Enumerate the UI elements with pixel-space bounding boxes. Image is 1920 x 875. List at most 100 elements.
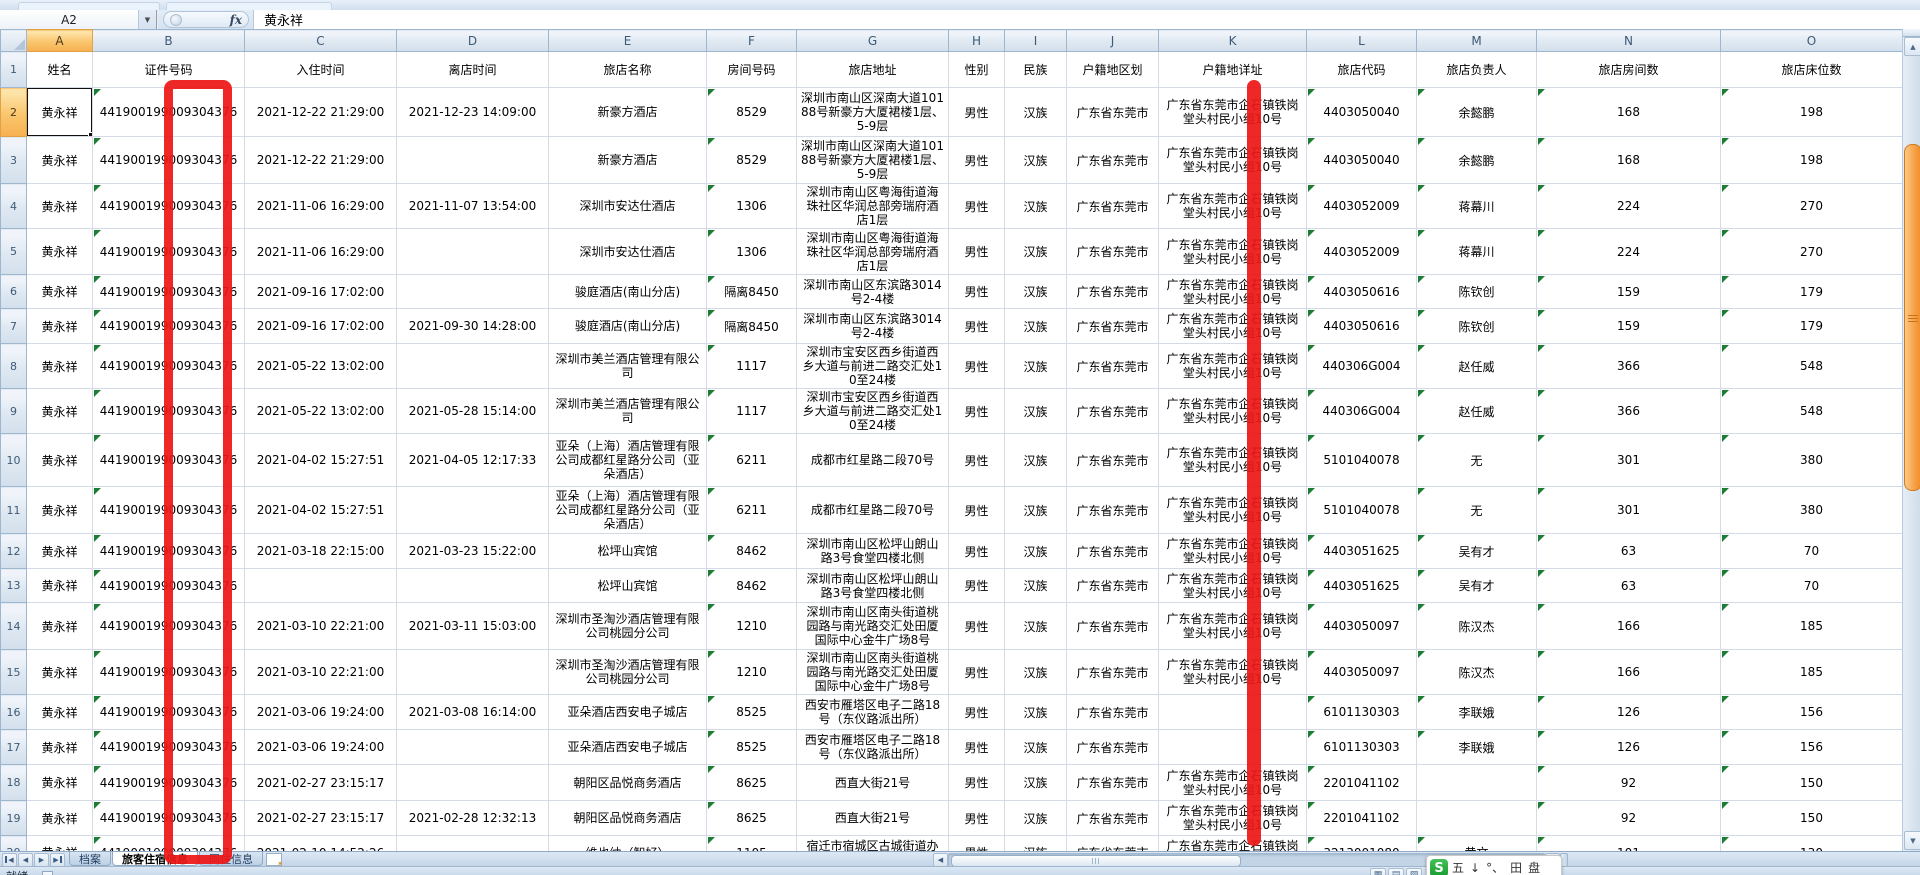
cell-K10[interactable]: 广东省东莞市企石镇铁岗堂头村民小组10号 — [1158, 433, 1307, 487]
cell-K5[interactable]: 广东省东莞市企石镇铁岗堂头村民小组10号 — [1158, 228, 1307, 275]
cell-J20[interactable]: 广东省东莞市 — [1066, 835, 1159, 851]
fill-handle[interactable] — [88, 132, 92, 136]
cell-F11[interactable]: 6211 — [706, 486, 797, 534]
cell-B8[interactable]: 441900199009304376 — [92, 343, 245, 389]
cell-J8[interactable]: 广东省东莞市 — [1066, 343, 1159, 389]
cell-G1[interactable]: 旅店地址 — [796, 51, 949, 88]
first-sheet-button[interactable]: ◀ — [2, 852, 17, 867]
cell-K20[interactable]: 广东省东莞市企石镇铁岗堂头村民小组10号 — [1158, 835, 1307, 851]
cell-J3[interactable]: 广东省东莞市 — [1066, 136, 1159, 184]
cell-G16[interactable]: 西安市雁塔区电子二路18号（东仪路派出所） — [796, 694, 949, 730]
cell-M12[interactable]: 吴有才 — [1416, 533, 1537, 569]
cell-N4[interactable]: 224 — [1536, 183, 1721, 229]
cell-N15[interactable]: 166 — [1536, 649, 1721, 695]
cell-D1[interactable]: 离店时间 — [396, 51, 549, 88]
wubi-mode-icon[interactable]: 五 — [1452, 861, 1465, 875]
cell-A8[interactable]: 黄永祥 — [26, 343, 93, 389]
row-header-7[interactable]: 7 — [0, 308, 27, 344]
cell-C17[interactable]: 2021-03-06 19:24:00 — [244, 729, 397, 765]
cell-M14[interactable]: 陈汉杰 — [1416, 602, 1537, 650]
cell-O14[interactable]: 185 — [1720, 602, 1902, 650]
cell-K3[interactable]: 广东省东莞市企石镇铁岗堂头村民小组10号 — [1158, 136, 1307, 184]
cell-H11[interactable]: 男性 — [948, 486, 1005, 534]
cell-C16[interactable]: 2021-03-06 19:24:00 — [244, 694, 397, 730]
cell-M2[interactable]: 余懿鹏 — [1416, 87, 1537, 137]
cell-I18[interactable]: 汉族 — [1004, 764, 1067, 801]
cell-M8[interactable]: 赵任威 — [1416, 343, 1537, 389]
cell-O11[interactable]: 380 — [1720, 486, 1902, 534]
cell-B18[interactable]: 441900199009304376 — [92, 764, 245, 801]
cell-D17[interactable] — [396, 729, 549, 765]
cell-E9[interactable]: 深圳市美兰酒店管理有限公司 — [548, 388, 707, 434]
row-header-20[interactable]: 20 — [0, 835, 27, 851]
column-header-O[interactable]: O — [1720, 29, 1902, 52]
cell-E15[interactable]: 深圳市圣淘沙酒店管理有限公司桃园分公司 — [548, 649, 707, 695]
cell-N7[interactable]: 159 — [1536, 308, 1721, 344]
cell-I19[interactable]: 汉族 — [1004, 800, 1067, 836]
cell-K16[interactable] — [1158, 694, 1307, 730]
cell-G8[interactable]: 深圳市宝安区西乡街道西乡大道与前进二路交汇处10至24楼 — [796, 343, 949, 389]
cell-D16[interactable]: 2021-03-08 16:14:00 — [396, 694, 549, 730]
cell-H7[interactable]: 男性 — [948, 308, 1005, 344]
column-header-E[interactable]: E — [548, 29, 707, 52]
cell-L2[interactable]: 4403050040 — [1306, 87, 1417, 137]
cell-B15[interactable]: 441900199009304376 — [92, 649, 245, 695]
column-header-C[interactable]: C — [244, 29, 397, 52]
cell-O13[interactable]: 70 — [1720, 568, 1902, 603]
cell-C5[interactable]: 2021-11-06 16:29:00 — [244, 228, 397, 275]
cell-M7[interactable]: 陈钦创 — [1416, 308, 1537, 344]
cell-J17[interactable]: 广东省东莞市 — [1066, 729, 1159, 765]
cell-G18[interactable]: 西直大街21号 — [796, 764, 949, 801]
cell-O18[interactable]: 150 — [1720, 764, 1902, 801]
cell-A19[interactable]: 黄永祥 — [26, 800, 93, 836]
cell-O16[interactable]: 156 — [1720, 694, 1902, 730]
cell-J10[interactable]: 广东省东莞市 — [1066, 433, 1159, 487]
cell-F12[interactable]: 8462 — [706, 533, 797, 569]
cell-M11[interactable]: 无 — [1416, 486, 1537, 534]
cell-A14[interactable]: 黄永祥 — [26, 602, 93, 650]
cell-B17[interactable]: 441900199009304376 — [92, 729, 245, 765]
cell-G2[interactable]: 深圳市南山区深南大道10188号新豪方大厦裙楼1层、5-9层 — [796, 87, 949, 137]
cell-H4[interactable]: 男性 — [948, 183, 1005, 229]
cell-G10[interactable]: 成都市红星路二段70号 — [796, 433, 949, 487]
cell-L11[interactable]: 5101040078 — [1306, 486, 1417, 534]
normal-view-button[interactable]: ▦ — [1370, 868, 1386, 875]
cell-B16[interactable]: 441900199009304376 — [92, 694, 245, 730]
cell-F7[interactable]: 隔离8450 — [706, 308, 797, 344]
cell-D2[interactable]: 2021-12-23 14:09:00 — [396, 87, 549, 137]
cell-N8[interactable]: 366 — [1536, 343, 1721, 389]
cell-G9[interactable]: 深圳市宝安区西乡街道西乡大道与前进二路交汇处10至24楼 — [796, 388, 949, 434]
column-header-H[interactable]: H — [948, 29, 1005, 52]
cell-A13[interactable]: 黄永祥 — [26, 568, 93, 603]
cell-B20[interactable]: 441900199009304376 — [92, 835, 245, 851]
column-header-A[interactable]: A — [26, 29, 93, 52]
cell-L12[interactable]: 4403051625 — [1306, 533, 1417, 569]
cell-D6[interactable] — [396, 274, 549, 309]
cell-C11[interactable]: 2021-04-02 15:27:51 — [244, 486, 397, 534]
scroll-up-button[interactable]: ▲ — [1904, 37, 1920, 56]
cell-J13[interactable]: 广东省东莞市 — [1066, 568, 1159, 603]
cell-K12[interactable]: 广东省东莞市企石镇铁岗堂头村民小组10号 — [1158, 533, 1307, 569]
cell-N3[interactable]: 168 — [1536, 136, 1721, 184]
hscroll-left-button[interactable]: ◀ — [933, 853, 948, 867]
cell-A15[interactable]: 黄永祥 — [26, 649, 93, 695]
cell-H9[interactable]: 男性 — [948, 388, 1005, 434]
cell-J19[interactable]: 广东省东莞市 — [1066, 800, 1159, 836]
name-box[interactable]: A2 — [0, 10, 139, 29]
cell-N2[interactable]: 168 — [1536, 87, 1721, 137]
cell-C18[interactable]: 2021-02-27 23:15:17 — [244, 764, 397, 801]
cell-H12[interactable]: 男性 — [948, 533, 1005, 569]
cell-I13[interactable]: 汉族 — [1004, 568, 1067, 603]
cell-B3[interactable]: 441900199009304376 — [92, 136, 245, 184]
cell-M19[interactable] — [1416, 800, 1537, 836]
cell-L7[interactable]: 4403050616 — [1306, 308, 1417, 344]
cell-E5[interactable]: 深圳市安达仕酒店 — [548, 228, 707, 275]
cell-B2[interactable]: 441900199009304376 — [92, 87, 245, 137]
sheet-tab-旅客住宿信息[interactable]: 旅客住宿信息 — [112, 852, 198, 866]
cell-O9[interactable]: 548 — [1720, 388, 1902, 434]
cell-I11[interactable]: 汉族 — [1004, 486, 1067, 534]
cell-K9[interactable]: 广东省东莞市企石镇铁岗堂头村民小组10号 — [1158, 388, 1307, 434]
cell-J6[interactable]: 广东省东莞市 — [1066, 274, 1159, 309]
cell-O1[interactable]: 旅店床位数 — [1720, 51, 1902, 88]
cell-B14[interactable]: 441900199009304376 — [92, 602, 245, 650]
